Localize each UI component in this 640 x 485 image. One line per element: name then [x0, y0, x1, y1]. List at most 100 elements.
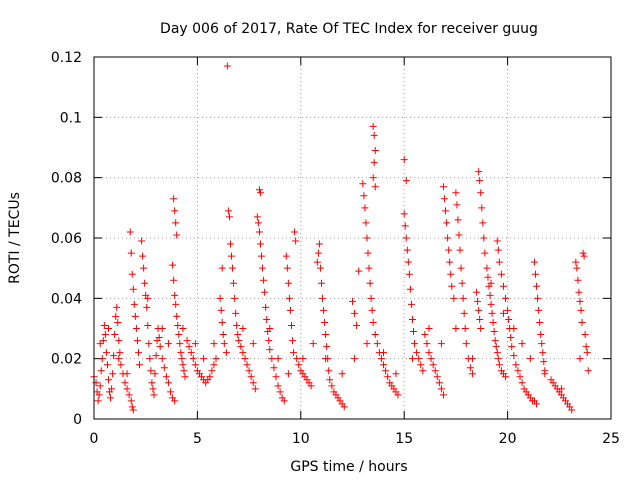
data-points — [90, 62, 592, 414]
data-point — [175, 331, 183, 339]
data-point — [454, 216, 462, 224]
data-point — [526, 355, 534, 363]
data-point — [441, 195, 449, 203]
data-point — [117, 361, 125, 369]
data-point — [532, 270, 540, 278]
data-point — [114, 318, 122, 326]
data-point — [406, 285, 414, 293]
data-point — [371, 331, 379, 339]
data-point — [95, 391, 103, 399]
data-point — [272, 373, 280, 381]
data-point — [151, 370, 159, 378]
data-point — [291, 228, 299, 236]
data-point — [261, 288, 269, 296]
data-point — [483, 264, 491, 272]
data-point — [104, 376, 112, 384]
data-point — [158, 325, 166, 332]
data-point — [179, 361, 187, 369]
data-point — [369, 174, 377, 182]
data-point — [351, 309, 359, 317]
data-point — [479, 219, 487, 227]
data-point — [179, 325, 187, 332]
data-point — [241, 355, 249, 363]
data-point — [143, 303, 151, 311]
data-point — [187, 349, 195, 357]
data-point — [371, 147, 379, 155]
data-point — [401, 222, 409, 230]
data-point — [164, 340, 172, 348]
data-point — [307, 382, 315, 390]
data-point — [217, 306, 225, 314]
data-point — [455, 231, 463, 239]
data-point — [518, 340, 526, 348]
data-point — [130, 300, 138, 308]
data-point — [100, 321, 108, 329]
data-point — [431, 367, 439, 375]
data-point — [147, 367, 155, 375]
data-point — [572, 258, 580, 266]
data-point — [425, 325, 433, 332]
data-point — [413, 349, 421, 357]
data-point — [475, 168, 483, 176]
data-point — [459, 294, 467, 302]
data-point — [146, 355, 154, 363]
data-point — [185, 343, 193, 351]
data-point — [417, 361, 425, 369]
data-point — [495, 258, 503, 266]
data-point — [540, 358, 548, 366]
data-point — [518, 379, 526, 387]
data-point — [139, 252, 147, 260]
data-point — [200, 355, 208, 363]
data-point — [115, 337, 123, 345]
data-point — [282, 252, 290, 260]
data-point — [144, 321, 152, 329]
data-point — [174, 321, 182, 329]
data-point — [133, 337, 141, 345]
data-point — [141, 279, 149, 287]
data-point — [448, 282, 456, 290]
data-point — [340, 403, 348, 411]
data-point — [140, 264, 148, 272]
data-point — [487, 300, 495, 308]
data-point — [453, 201, 461, 209]
y-axis-title: ROTI / TECUs — [7, 192, 23, 284]
data-point — [380, 361, 388, 369]
data-point — [226, 240, 234, 248]
data-point — [268, 355, 276, 363]
data-point — [191, 361, 199, 369]
data-point — [178, 355, 186, 363]
data-point — [108, 385, 116, 393]
data-point — [135, 361, 143, 369]
data-point — [99, 337, 107, 345]
data-point — [191, 340, 199, 348]
y-tick-label: 0.02 — [51, 352, 82, 368]
data-point — [256, 240, 264, 248]
data-point — [533, 400, 541, 408]
data-point — [129, 285, 137, 293]
data-point — [172, 300, 180, 308]
data-point — [466, 364, 474, 372]
data-point — [392, 370, 400, 378]
data-point — [490, 328, 498, 336]
data-point — [316, 264, 324, 272]
plot-frame — [93, 56, 612, 420]
data-point — [404, 258, 412, 266]
data-point — [299, 355, 307, 363]
data-point — [494, 246, 502, 254]
data-point — [504, 306, 512, 314]
y-tick-label: 0.06 — [51, 231, 82, 247]
data-point — [439, 183, 447, 191]
data-point — [534, 294, 542, 302]
data-point — [313, 258, 321, 266]
data-point — [224, 207, 232, 215]
data-point — [493, 349, 501, 357]
data-point — [366, 279, 374, 287]
data-point — [442, 207, 450, 215]
data-point — [256, 189, 264, 197]
data-point — [266, 346, 274, 354]
x-tick-label: 15 — [395, 431, 413, 447]
data-point — [145, 340, 153, 348]
data-point — [579, 249, 587, 257]
